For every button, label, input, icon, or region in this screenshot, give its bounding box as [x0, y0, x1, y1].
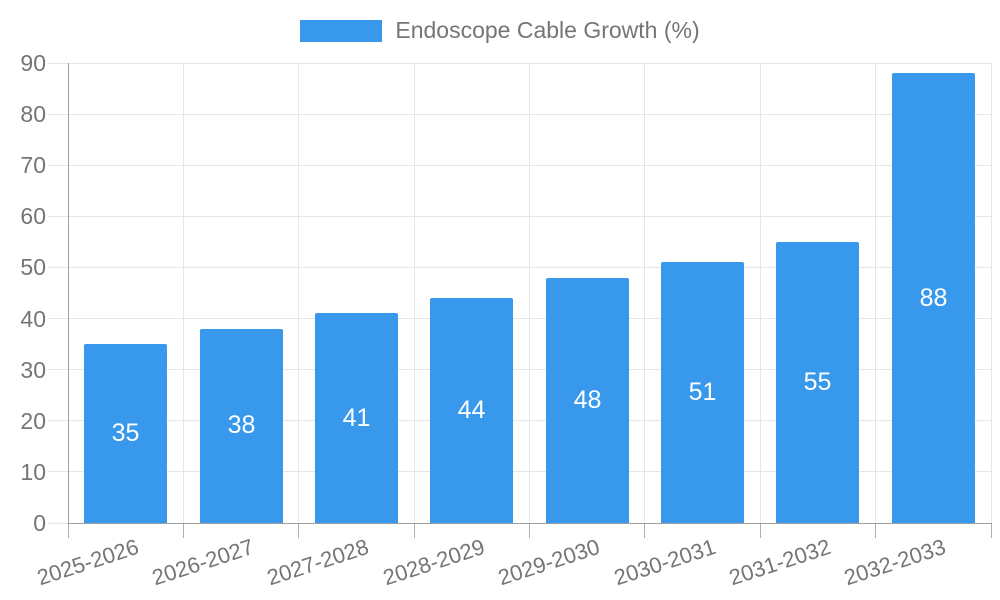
y-tick-label: 50	[20, 254, 46, 281]
bar-value-label: 35	[111, 419, 140, 448]
legend-label: Endoscope Cable Growth (%)	[395, 17, 700, 43]
y-tick-label: 60	[20, 203, 46, 230]
x-tick-mark	[875, 523, 877, 538]
bar-2028-2029[interactable]: 44	[430, 298, 513, 523]
bar-2032-2033[interactable]: 88	[892, 73, 975, 523]
gridline	[48, 164, 991, 166]
legend-item-endoscope-cable-growth[interactable]: Endoscope Cable Growth (%)	[300, 17, 700, 44]
legend-swatch	[300, 19, 383, 42]
bar-value-label: 55	[803, 367, 832, 396]
y-tick-label: 10	[20, 458, 46, 485]
y-tick-label: 30	[20, 356, 46, 383]
gridline	[875, 63, 877, 523]
y-tick-label: 90	[20, 50, 46, 76]
x-tick-mark	[67, 523, 69, 538]
bar-2029-2030[interactable]: 48	[546, 277, 629, 523]
bar-2027-2028[interactable]: 41	[315, 313, 398, 523]
x-tick-mark	[759, 523, 761, 538]
gridline	[48, 369, 991, 371]
gridline	[48, 420, 991, 422]
gridline	[529, 63, 530, 523]
y-tick-label: 80	[20, 101, 46, 128]
bar-value-label: 41	[342, 403, 371, 432]
bar-value-label: 48	[573, 385, 602, 414]
y-tick-label: 0	[33, 510, 46, 536]
gridline	[48, 215, 991, 217]
gridline	[48, 318, 991, 320]
gridline	[990, 63, 992, 523]
x-tick-mark	[298, 523, 300, 538]
gridline	[48, 113, 991, 115]
gridline	[48, 266, 991, 268]
x-tick-mark	[529, 523, 530, 538]
x-tick-mark	[182, 523, 184, 538]
bar-2031-2032[interactable]: 55	[776, 241, 859, 523]
bar-value-label: 88	[919, 283, 948, 312]
gridline	[759, 63, 761, 523]
bar-value-label: 44	[457, 396, 486, 425]
gridline	[644, 63, 646, 523]
bar-2025-2026[interactable]: 35	[84, 344, 167, 523]
gridline	[48, 471, 991, 473]
x-tick-mark	[990, 523, 992, 538]
y-tick-label: 20	[20, 407, 46, 434]
legend: Endoscope Cable Growth (%)	[0, 17, 1000, 44]
x-axis-line	[67, 522, 992, 524]
x-tick-mark	[413, 523, 415, 538]
gridline	[182, 63, 184, 523]
bar-value-label: 38	[227, 411, 256, 440]
bar-2030-2031[interactable]: 51	[661, 262, 744, 523]
y-axis-line	[67, 63, 69, 524]
y-tick-label: 40	[20, 305, 46, 332]
gridline	[48, 62, 991, 64]
bar-value-label: 51	[688, 378, 717, 407]
y-tick-label: 70	[20, 152, 46, 179]
gridline	[298, 63, 300, 523]
bar-2026-2027[interactable]: 38	[200, 328, 283, 523]
gridline	[413, 63, 415, 523]
x-tick-mark	[644, 523, 646, 538]
